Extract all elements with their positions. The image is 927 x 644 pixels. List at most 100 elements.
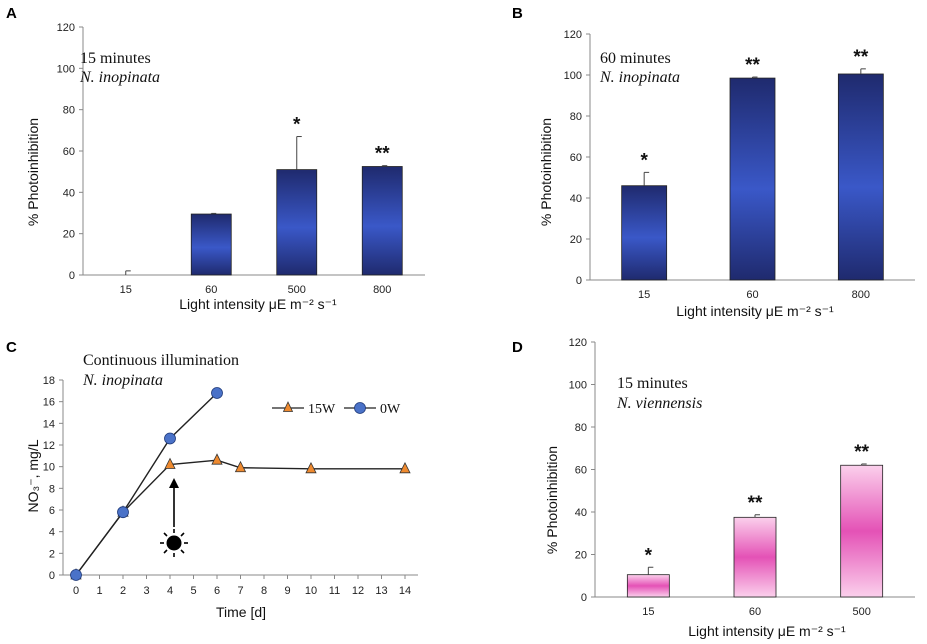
panel-c-y-tick-label: 4 [49, 527, 55, 539]
series-15w-point [234, 460, 247, 473]
panel-letter-c: C [6, 339, 17, 356]
panel-c-y-tick-label: 14 [43, 418, 55, 430]
legend-0w-marker [354, 402, 366, 414]
panel-b-significance-mark: ** [853, 47, 868, 68]
panel-b-x-tick-label: 15 [638, 289, 650, 301]
series-15w-point [399, 461, 411, 474]
panel-d-y-axis-title: % Photoinhibition [544, 446, 560, 554]
panel-d-bar [840, 464, 884, 598]
panel-c-x-tick-label: 2 [120, 585, 126, 597]
light-onset-arrow [169, 478, 179, 527]
panel-a-x-tick-label: 15 [120, 284, 132, 296]
panel-c-y-axis-title: NO₃⁻, mg/L [25, 439, 41, 512]
panel-b-y-tick-label: 40 [570, 193, 582, 205]
panel-d-y-tick-label: 20 [575, 550, 587, 562]
panel-b-y-tick-label: 100 [564, 70, 582, 82]
panel-d-bar [733, 516, 777, 598]
panel-c-annotation-species: N. inopinata [82, 372, 163, 389]
panel-c-x-tick-label: 5 [190, 585, 196, 597]
panel-c-x-tick-label: 11 [329, 585, 340, 597]
panel-c-y-tick-label: 0 [49, 570, 55, 582]
panel-c-y-tick-label: 12 [43, 440, 55, 452]
series-0w-point [70, 569, 82, 581]
panel-d-significance-mark: ** [748, 493, 763, 514]
panel-a-x-tick-label: 500 [288, 284, 306, 296]
panel-c-x-tick-label: 0 [73, 585, 79, 597]
panel-b-y-tick-label: 80 [570, 111, 582, 123]
panel-b-bar [621, 185, 668, 281]
panel-c-annotation-condition: Continuous illumination [83, 352, 239, 369]
panel-c-y-tick-label: 18 [43, 375, 55, 387]
legend-15w-marker [282, 401, 294, 412]
panel-b-bar [729, 77, 776, 281]
panel-a-x-tick-label: 800 [373, 284, 391, 296]
panel-a-bar [190, 213, 232, 276]
panel-c-x-tick-label: 14 [399, 585, 411, 597]
panel-d-x-axis-title: Light intensity μE m⁻² s⁻¹ [688, 623, 846, 639]
series-0w-point [211, 387, 223, 399]
panel-b-y-axis-title: % Photoinhibition [538, 118, 554, 226]
series-15w-point [305, 461, 317, 474]
panel-letter-b: B [512, 5, 523, 22]
panel-c-x-tick-label: 12 [352, 585, 364, 597]
panel-c-x-tick-label: 6 [214, 585, 220, 597]
series-0w-line [75, 392, 218, 576]
panel-c-x-tick-label: 1 [96, 585, 102, 597]
panel-a-significance-mark: * [293, 115, 301, 136]
panel-b-y-tick-label: 20 [570, 234, 582, 246]
panel-a-y-tick-label: 40 [63, 187, 75, 199]
panel-d-annotation-species: N. viennensis [616, 395, 702, 412]
panel-d-x-tick-label: 60 [749, 606, 761, 618]
sun-icon [160, 529, 188, 557]
panel-c-y-tick-label: 2 [49, 548, 55, 560]
panel-a-y-tick-label: 120 [57, 22, 75, 34]
panel-d-annotation-duration: 15 minutes [617, 375, 688, 392]
panel-d-y-tick-label: 80 [575, 422, 587, 434]
panel-c-y-tick-label: 6 [49, 505, 55, 517]
panel-d-x-tick-label: 500 [852, 606, 870, 618]
panel-a-y-tick-label: 100 [57, 63, 75, 75]
panel-a-x-tick-label: 60 [205, 284, 217, 296]
series-15w-line [75, 459, 405, 576]
panel-d-x-tick-label: 15 [642, 606, 654, 618]
panel-c-x-tick-label: 3 [143, 585, 149, 597]
panel-c-x-tick-label: 9 [284, 585, 290, 597]
panel-d-bar-chart: 0 20 40 60 80 100 120 15 * 60 ** 500 ** 15 minutes N… [544, 337, 915, 639]
panel-d-y-tick-label: 60 [575, 465, 587, 477]
panel-b-y-tick-label: 60 [570, 152, 582, 164]
panel-b-y-tick-label: 120 [564, 29, 582, 41]
panel-d-y-tick-label: 100 [569, 380, 587, 392]
panel-d-significance-mark: * [645, 545, 653, 566]
panel-a-y-tick-label: 0 [69, 270, 75, 282]
panel-b-significance-mark: * [640, 150, 648, 171]
panel-b-x-axis-title: Light intensity μE m⁻² s⁻¹ [676, 303, 834, 319]
panel-c-x-axis-title: Time [d] [216, 604, 266, 620]
panel-b-bar [837, 73, 884, 281]
panel-a-annotation-species: N. inopinata [79, 69, 160, 86]
panel-d-y-tick-label: 40 [575, 507, 587, 519]
panel-b-bar-chart: 0 20 40 60 80 100 120 15 * 60 ** 800 ** 60 minutes N… [538, 29, 915, 319]
panel-a-y-tick-label: 60 [63, 146, 75, 158]
panel-a-annotation-duration: 15 minutes [80, 50, 151, 67]
panel-a-y-axis-title: % Photoinhibition [25, 118, 41, 226]
panel-a-y-tick-label: 80 [63, 105, 75, 117]
panel-a-x-axis-title: Light intensity μE m⁻² s⁻¹ [179, 296, 337, 312]
panel-a-bar [361, 166, 403, 276]
panel-c-x-tick-label: 10 [305, 585, 317, 597]
series-0w-point [164, 432, 176, 445]
panel-b-x-tick-label: 60 [746, 289, 758, 301]
panel-d-y-tick-label: 120 [569, 337, 587, 349]
series-15w-point [164, 457, 176, 469]
panel-a-bar [276, 169, 318, 276]
panel-c-x-tick-label: 13 [375, 585, 387, 597]
panel-c-x-tick-label: 4 [167, 585, 173, 597]
series-0w-point [117, 506, 129, 519]
legend-15w-label: 15W [308, 402, 336, 417]
panel-c-legend: 15W 0W [272, 401, 401, 417]
panel-a-significance-mark: ** [375, 144, 390, 165]
panel-c-y-tick-label: 16 [43, 397, 55, 409]
panel-letter-d: D [512, 339, 523, 356]
